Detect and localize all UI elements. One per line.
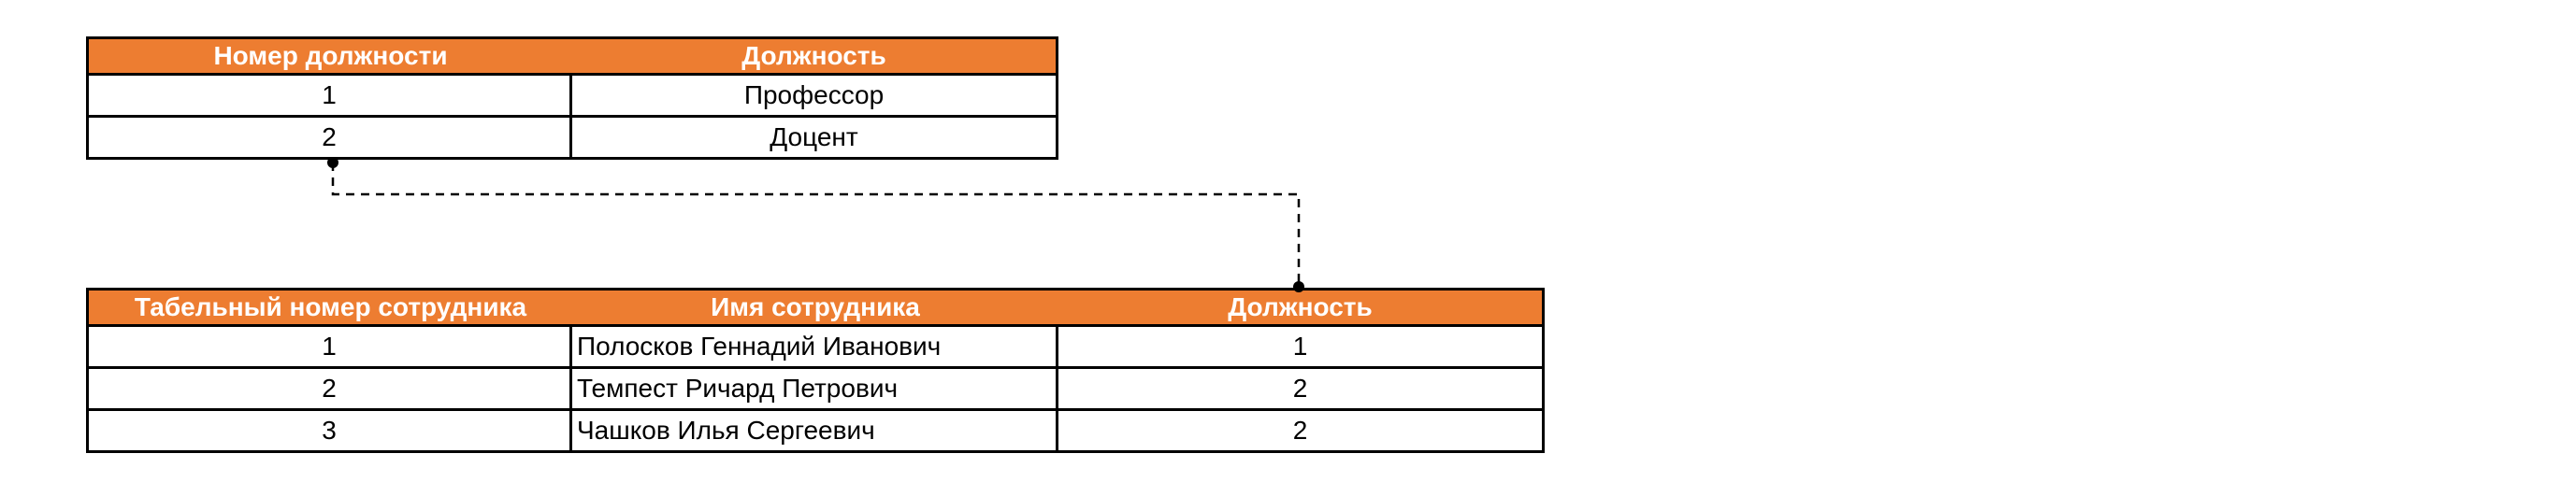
positions-cell-number: 1 bbox=[86, 76, 572, 118]
employees-header-position: Должность bbox=[1058, 288, 1545, 327]
employees-cell-position: 2 bbox=[1058, 369, 1545, 411]
employees-header-name: Имя сотрудника bbox=[572, 288, 1058, 327]
employees-cell-name: Полосков Геннадий Иванович bbox=[572, 327, 1058, 369]
positions-header-number: Номер должности bbox=[86, 36, 572, 76]
positions-header-title: Должность bbox=[572, 36, 1058, 76]
employees-cell-position: 1 bbox=[1058, 327, 1545, 369]
employees-cell-id: 2 bbox=[86, 369, 572, 411]
employees-cell-id: 1 bbox=[86, 327, 572, 369]
employees-table: Табельный номер сотрудника Имя сотрудник… bbox=[86, 288, 1545, 453]
relation-connector-line bbox=[331, 163, 1301, 287]
positions-cell-number: 2 bbox=[86, 118, 572, 160]
positions-table: Номер должности Должность 1 Профессор 2 … bbox=[86, 36, 1058, 160]
employees-cell-name: Темпест Ричард Петрович bbox=[572, 369, 1058, 411]
employees-header-id: Табельный номер сотрудника bbox=[86, 288, 572, 327]
employees-cell-id: 3 bbox=[86, 411, 572, 453]
positions-cell-title: Доцент bbox=[572, 118, 1058, 160]
employees-cell-name: Чашков Илья Сергеевич bbox=[572, 411, 1058, 453]
employees-cell-position: 2 bbox=[1058, 411, 1545, 453]
positions-cell-title: Профессор bbox=[572, 76, 1058, 118]
